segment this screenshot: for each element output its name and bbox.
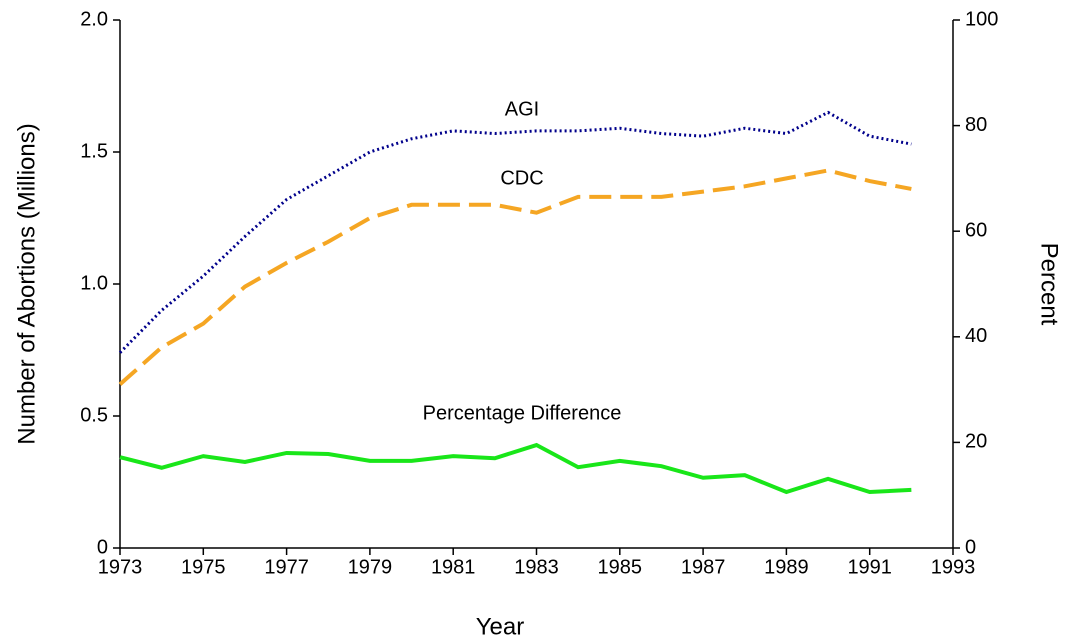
- y2-tick-label: 80: [965, 114, 987, 136]
- x-tick-label: 1983: [514, 556, 559, 578]
- x-tick-label: 1993: [931, 556, 976, 578]
- y2-axis-label: Percent: [1036, 243, 1063, 326]
- x-tick-label: 1991: [847, 556, 892, 578]
- x-tick-label: 1987: [681, 556, 726, 578]
- y-tick-label: 0.5: [80, 404, 108, 426]
- data-line: [119, 442, 912, 495]
- y2-tick-label: 0: [965, 536, 976, 558]
- y-tick-label: 1.5: [80, 140, 108, 162]
- x-axis-label: Year: [476, 613, 525, 640]
- y2-tick-label: 40: [965, 325, 987, 347]
- series-label: Percentage Difference: [423, 402, 622, 424]
- y2-tick-label: 100: [965, 8, 998, 30]
- x-tick-label: 1977: [264, 556, 309, 578]
- x-tick-label: 1979: [348, 556, 393, 578]
- y-axis-label: Number of Abortions (Millions): [13, 123, 40, 444]
- y2-tick-label: 60: [965, 219, 987, 241]
- x-tick-label: 1989: [764, 556, 809, 578]
- series-label: CDC: [500, 167, 543, 189]
- data-line: [118, 110, 912, 354]
- x-tick-label: 1985: [598, 556, 643, 578]
- y-tick-label: 0: [97, 536, 108, 558]
- y-tick-label: 1.0: [80, 272, 108, 294]
- y-tick-label: 2.0: [80, 8, 108, 30]
- x-tick-label: 1975: [181, 556, 226, 578]
- x-tick-label: 1973: [98, 556, 143, 578]
- data-line: [118, 168, 912, 386]
- y2-tick-label: 20: [965, 431, 987, 453]
- x-tick-label: 1981: [431, 556, 476, 578]
- series-label: AGI: [505, 98, 539, 120]
